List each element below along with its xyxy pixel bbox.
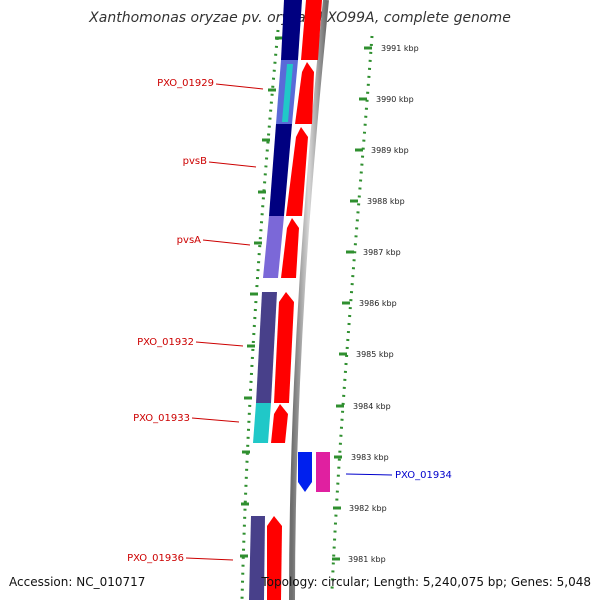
gene-forward-pvsB[interactable] bbox=[286, 127, 308, 216]
scale-label: 3982 kbp bbox=[349, 504, 387, 513]
leader-line-PXO_01929 bbox=[215, 83, 264, 90]
gene-forward-PXO_01932[interactable] bbox=[274, 292, 294, 403]
feature-label-PXO_01934[interactable]: PXO_01934 bbox=[395, 470, 452, 481]
scale-label: 3991 kbp bbox=[381, 44, 419, 53]
leader-line-PXO_01932 bbox=[195, 341, 244, 347]
feature-label-PXO_01932[interactable]: PXO_01932 bbox=[137, 337, 194, 348]
gene-PXO_01934-magenta[interactable] bbox=[316, 452, 330, 492]
gene-forward-pvsA[interactable] bbox=[281, 218, 299, 278]
feature-label-PXO_01929[interactable]: PXO_01929 bbox=[157, 78, 214, 89]
scale-label: 3990 kbp bbox=[376, 95, 414, 104]
topology-summary-text: Topology: circular; Length: 5,240,075 bp… bbox=[261, 575, 591, 589]
leader-line-pvsB bbox=[208, 161, 257, 168]
gene-forward[interactable] bbox=[301, 0, 322, 60]
leader-line-PXO_01933 bbox=[191, 417, 240, 423]
accession-text: Accession: NC_010717 bbox=[9, 575, 146, 589]
gene-forward-PXO_01936[interactable] bbox=[267, 516, 282, 600]
scale-label: 3989 kbp bbox=[371, 146, 409, 155]
gene-reverse-pvsB[interactable] bbox=[269, 124, 292, 216]
gene-reverse-PXO_01936[interactable] bbox=[249, 516, 265, 600]
inner-major-ticks bbox=[240, 36, 283, 558]
scale-label: 3985 kbp bbox=[356, 350, 394, 359]
feature-label-pvsA[interactable]: pvsA bbox=[177, 235, 201, 246]
scale-major-ticks bbox=[332, 46, 372, 561]
leader-line-PXO_01936 bbox=[185, 557, 234, 561]
gene-reverse-pvsA[interactable] bbox=[263, 216, 284, 278]
scale-label: 3984 kbp bbox=[353, 402, 391, 411]
gene-reverse-PXO_01932[interactable] bbox=[256, 292, 277, 403]
leader-line-pvsA bbox=[202, 239, 251, 246]
label-leader-lines bbox=[185, 83, 393, 561]
scale-label: 3983 kbp bbox=[351, 453, 389, 462]
inner-tick-arc bbox=[240, 29, 280, 600]
scale-label: 3987 kbp bbox=[363, 248, 401, 257]
gene-PXO_01934-blue[interactable] bbox=[298, 452, 312, 492]
reverse-strand-genes bbox=[249, 0, 302, 600]
genome-backbone bbox=[289, 0, 329, 600]
scale-label: 3986 kbp bbox=[359, 299, 397, 308]
gene-PXO_01934[interactable] bbox=[298, 452, 330, 492]
gene-reverse-PXO_01933[interactable] bbox=[253, 403, 271, 443]
feature-label-pvsB[interactable]: pvsB bbox=[183, 156, 207, 167]
gene-reverse[interactable] bbox=[281, 0, 302, 60]
gene-forward-PXO_01929[interactable] bbox=[295, 62, 314, 124]
leader-line-PXO_01934 bbox=[345, 473, 393, 476]
feature-label-PXO_01936[interactable]: PXO_01936 bbox=[127, 553, 184, 564]
scale-label: 3981 kbp bbox=[348, 555, 386, 564]
feature-label-PXO_01933[interactable]: PXO_01933 bbox=[133, 413, 190, 424]
forward-strand-genes bbox=[267, 0, 322, 600]
scale-label: 3988 kbp bbox=[367, 197, 405, 206]
gene-forward-PXO_01933[interactable] bbox=[271, 404, 288, 443]
gene-reverse-PXO_01929-segment[interactable] bbox=[282, 64, 293, 122]
